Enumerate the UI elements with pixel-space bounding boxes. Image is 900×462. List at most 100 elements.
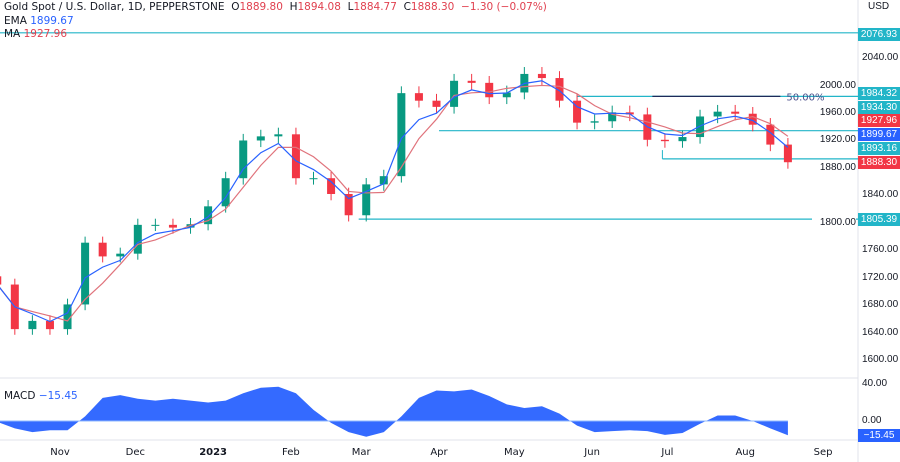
ema-value: 1899.67 (30, 15, 74, 27)
candle-body (660, 139, 669, 142)
candle-body (221, 178, 230, 207)
candle (309, 171, 318, 185)
candle (327, 171, 336, 201)
candle-body (362, 184, 371, 216)
ma-price-tag: 1927.96 (858, 114, 900, 127)
close-value: 1888.30 (410, 1, 455, 13)
candle-body (168, 224, 177, 228)
candle (555, 71, 564, 108)
candle (344, 187, 353, 222)
price-tick-label: 1760.00 (862, 244, 899, 256)
candle-body (239, 140, 248, 179)
candle (239, 133, 248, 185)
candle-body (98, 242, 107, 257)
candle (537, 67, 546, 85)
open-label: O (231, 1, 240, 13)
candle-body (291, 134, 300, 179)
candle-body (731, 111, 740, 114)
time-tick-label: May (503, 447, 525, 458)
candle-body (133, 224, 142, 254)
time-tick-label: Sep (813, 447, 833, 458)
ma-line (0, 84, 789, 322)
candle-body (379, 176, 388, 185)
ma-label: MA (4, 28, 21, 40)
time-tick-label: Mar (351, 447, 371, 458)
candle-body (116, 253, 125, 257)
candle (450, 73, 459, 114)
currency-label: USD (868, 1, 890, 12)
ma-value: 1927.96 (23, 28, 68, 40)
candle-body (151, 224, 160, 226)
time-tick-label: Feb (282, 447, 300, 458)
candle-body (309, 178, 318, 180)
time-tick-label: Dec (125, 447, 145, 458)
low-label: L (347, 1, 354, 13)
candle (696, 109, 705, 144)
candle (432, 93, 441, 114)
candle (28, 315, 37, 335)
price-tick-label: 1920.00 (812, 134, 856, 147)
candle-body (81, 242, 90, 305)
level-price-tag: 1805.39 (858, 213, 900, 226)
symbol-legend: Gold Spot / U.S. Dollar, 1D, PEPPERSTONE… (4, 1, 547, 13)
level-price-tag: 2076.93 (858, 28, 900, 41)
candle-body (344, 193, 353, 216)
ema-price-tag: 1899.67 (858, 128, 900, 141)
time-tick-label: Aug (735, 447, 755, 458)
candle-body (0, 276, 2, 285)
candle-body (573, 100, 582, 123)
candle (151, 218, 160, 232)
price-tick-label: 1640.00 (862, 326, 899, 338)
time-tick-label: Apr (430, 447, 448, 458)
candle (573, 93, 582, 130)
open-value: 1889.80 (239, 1, 283, 13)
level-price-tag: 1984.32 (858, 87, 900, 100)
candle-body (696, 116, 705, 138)
candle-body (713, 111, 722, 117)
candle (660, 133, 669, 148)
candle (485, 75, 494, 105)
candle-body (274, 134, 283, 137)
time-tick-label: Jun (584, 447, 600, 458)
candle-body (327, 178, 336, 194)
fib-50-label: 50.00% (786, 92, 824, 103)
candle-body (28, 320, 37, 330)
candle (221, 171, 230, 213)
macd-area (0, 386, 788, 437)
price-tick-label: 1960.00 (812, 107, 856, 120)
high-value: 1894.08 (297, 1, 341, 13)
candle (45, 315, 54, 335)
macd-label: MACD (4, 390, 36, 402)
candle (783, 138, 792, 169)
ma-legend[interactable]: MA 1927.96 (4, 28, 67, 40)
candle-body (608, 112, 617, 122)
candle-body (414, 93, 423, 101)
candle (63, 298, 72, 335)
price-tick-label: 1680.00 (862, 299, 899, 311)
candle (256, 129, 265, 148)
macd-legend[interactable]: MACD −15.45 (4, 390, 78, 402)
ema-legend[interactable]: EMA 1899.67 (4, 15, 74, 27)
candle-body (467, 80, 476, 83)
candle-body (537, 73, 546, 79)
candle-body (502, 92, 511, 98)
candle (81, 236, 90, 311)
candle (379, 169, 388, 191)
candle (414, 86, 423, 108)
candle-body (397, 93, 406, 177)
price-tick-label: 1600.00 (862, 354, 899, 365)
change-value: −1.30 (−0.07%) (461, 1, 547, 13)
candle (291, 127, 300, 185)
candle-body (748, 113, 757, 125)
candle-body (555, 78, 564, 101)
macd-tick-label: 0.00 (862, 415, 882, 426)
price-tick-label: 2000.00 (812, 79, 856, 92)
candle (590, 114, 599, 130)
candle-body (256, 136, 265, 141)
candle-body (783, 144, 792, 163)
candle-body (678, 137, 687, 142)
candle (608, 105, 617, 128)
close-label: C (403, 1, 411, 13)
